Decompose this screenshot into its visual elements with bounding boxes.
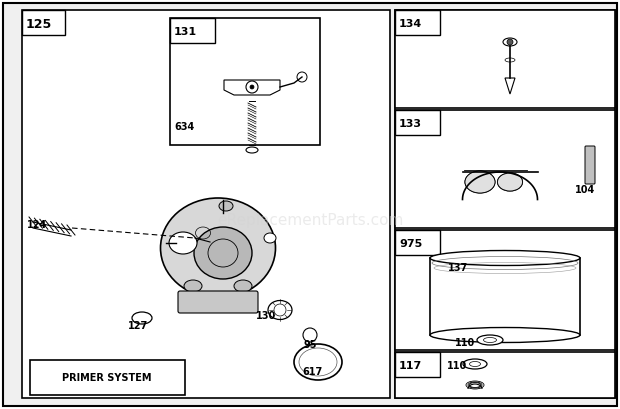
Ellipse shape [169,232,197,254]
Text: 133: 133 [399,119,422,129]
Text: 110: 110 [447,361,467,371]
Polygon shape [505,78,515,94]
Text: 124: 124 [27,220,47,230]
Text: 117: 117 [399,361,422,371]
Text: 125: 125 [26,18,52,31]
Bar [395,10,615,108]
Text: 975: 975 [399,239,422,249]
Text: 130: 130 [256,311,277,321]
Circle shape [274,304,286,316]
Bar [22,10,65,35]
Polygon shape [224,80,280,95]
Ellipse shape [264,233,276,243]
Text: 134: 134 [399,19,422,29]
Ellipse shape [497,173,523,191]
Ellipse shape [430,328,580,342]
Text: 110: 110 [455,338,476,348]
Ellipse shape [184,280,202,292]
Ellipse shape [465,171,495,193]
Ellipse shape [219,201,233,211]
Ellipse shape [161,198,275,298]
Text: 104: 104 [575,185,595,195]
FancyBboxPatch shape [178,291,258,313]
Text: PRIMER SYSTEM: PRIMER SYSTEM [62,373,152,383]
Circle shape [250,85,254,89]
Ellipse shape [234,280,252,292]
Ellipse shape [469,382,481,387]
Ellipse shape [194,227,252,279]
Bar [395,230,440,255]
Ellipse shape [469,362,481,366]
Text: 95: 95 [304,340,317,350]
Ellipse shape [463,359,487,369]
Text: 137: 137 [448,263,468,273]
Ellipse shape [484,337,497,342]
Bar [395,110,615,228]
Text: 634: 634 [174,122,194,132]
Ellipse shape [477,335,503,345]
Ellipse shape [268,301,292,319]
Ellipse shape [430,250,580,265]
Ellipse shape [468,382,482,388]
Bar [395,352,615,398]
Ellipse shape [132,312,152,324]
Circle shape [507,39,513,45]
Bar [395,10,440,35]
Bar [170,18,320,145]
Ellipse shape [246,147,258,153]
Text: 127: 127 [128,321,148,331]
Circle shape [297,72,307,82]
Bar [22,10,390,398]
Text: 131: 131 [174,27,197,37]
Bar [30,360,185,395]
Circle shape [246,81,258,93]
Bar [395,230,615,350]
Bar [395,352,440,377]
Text: 617: 617 [302,367,322,377]
FancyBboxPatch shape [585,146,595,184]
Ellipse shape [466,381,484,389]
Bar [395,110,440,135]
Bar [395,10,615,398]
Bar [170,18,215,43]
Ellipse shape [503,38,517,46]
Text: eReplacementParts.com: eReplacementParts.com [217,213,403,227]
